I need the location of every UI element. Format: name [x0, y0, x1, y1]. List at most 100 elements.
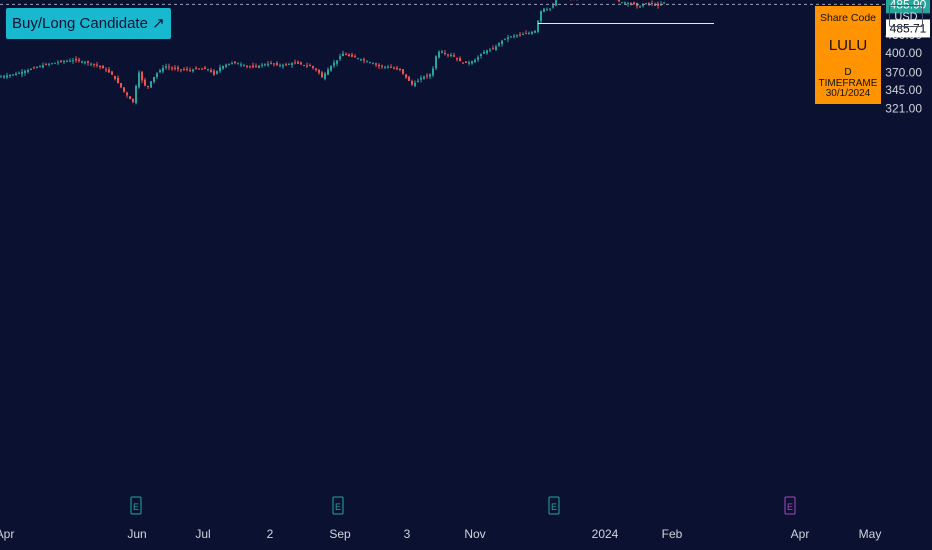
candle-body: [27, 69, 29, 72]
candle-body: [21, 71, 23, 75]
candle-body: [66, 60, 68, 62]
candle-body: [174, 67, 176, 69]
candle-body: [123, 87, 125, 92]
candle-body: [126, 92, 128, 96]
candle-body: [363, 59, 365, 61]
candle-body: [189, 69, 191, 71]
candle-body: [648, 3, 650, 5]
candle-body: [333, 62, 335, 66]
candle-body: [426, 75, 428, 77]
currency-button[interactable]: USD: [889, 5, 923, 27]
candle-body: [279, 65, 281, 67]
time-tick-label: Feb: [662, 527, 683, 541]
candle-body: [198, 68, 200, 70]
candle-body: [432, 68, 434, 76]
candle-body: [300, 62, 302, 65]
time-axis: Apr Jun Jul 2 Sep 3 Nov 2024 Feb Apr May: [0, 527, 881, 541]
candle-body: [231, 62, 233, 64]
time-tick-label: Apr: [791, 527, 810, 541]
candle-body: [447, 54, 449, 56]
candle-body: [147, 85, 149, 87]
candle-body: [393, 67, 395, 69]
candle-body: [99, 65, 101, 67]
candle-body: [0, 76, 2, 78]
candle-body: [297, 61, 299, 64]
candle-body: [435, 56, 437, 69]
candle-body: [144, 79, 146, 86]
buy-long-candidate-badge[interactable]: Buy/Long Candidate ↗: [6, 8, 171, 39]
time-tick-label: Nov: [464, 527, 485, 541]
candle-body: [213, 70, 215, 75]
candle-body: [408, 76, 410, 81]
date-label: 30/1/2024: [825, 88, 871, 99]
candlesticks: [0, 0, 665, 105]
candle-body: [24, 70, 26, 73]
candle-body: [651, 2, 653, 5]
candle-body: [225, 64, 227, 67]
candle-body: [390, 66, 392, 68]
price-tick-label: 345.00: [885, 83, 922, 97]
candle-body: [495, 46, 497, 50]
candle-body: [171, 67, 173, 69]
candle-body: [336, 60, 338, 64]
candle-body: [627, 2, 629, 4]
time-tick-label: Apr: [0, 527, 14, 541]
candle-body: [477, 57, 479, 60]
candle-body: [342, 53, 344, 57]
candle-body: [402, 69, 404, 74]
candle-body: [396, 67, 398, 70]
candle-body: [288, 63, 290, 65]
candle-body: [192, 69, 194, 72]
candle-body: [162, 67, 164, 72]
candle-body: [474, 59, 476, 63]
candle-body: [42, 65, 44, 68]
candle-body: [309, 65, 311, 67]
candle-body: [522, 34, 524, 36]
candle-body: [462, 62, 464, 64]
candle-body: [351, 54, 353, 57]
candle-body: [507, 37, 509, 40]
candle-body: [369, 62, 371, 64]
candle-body: [366, 61, 368, 63]
support-price-label: 485.71: [890, 21, 927, 35]
candle-body: [216, 70, 218, 74]
candle-body: [159, 70, 161, 73]
candle-body: [618, 0, 620, 2]
candle-body: [207, 69, 209, 71]
candle-body: [96, 64, 98, 66]
time-tick-label: Jun: [127, 527, 146, 541]
candle-body: [111, 71, 113, 75]
support-price-tag: 485.71: [886, 19, 930, 38]
candle-body: [534, 30, 536, 33]
candle-body: [108, 69, 110, 73]
time-tick-label: 2: [267, 527, 274, 541]
candle-body: [498, 43, 500, 46]
candle-body: [318, 69, 320, 73]
earnings-marker: [332, 496, 344, 515]
candle-body: [552, 5, 554, 8]
candle-body: [354, 56, 356, 58]
candle-body: [441, 51, 443, 53]
candle-body: [513, 35, 515, 37]
candle-body: [150, 81, 152, 88]
earnings-marker-label: E: [133, 502, 139, 512]
candle-body: [138, 72, 140, 88]
candle-body: [105, 69, 107, 71]
candle-body: [141, 71, 143, 81]
earnings-marker: [784, 496, 796, 515]
candle-body: [624, 2, 626, 4]
ticker-symbol: LULU: [828, 37, 868, 54]
candle-body: [516, 35, 518, 37]
candle-body: [360, 59, 362, 61]
candle-body: [228, 63, 230, 66]
candle-body: [657, 3, 659, 6]
candle-body: [81, 61, 83, 63]
candle-body: [39, 66, 41, 68]
candle-body: [186, 68, 188, 70]
candle-body: [378, 64, 380, 67]
time-tick-label: 2024: [592, 527, 619, 541]
candle-body: [255, 65, 257, 67]
candle-body: [528, 32, 530, 34]
